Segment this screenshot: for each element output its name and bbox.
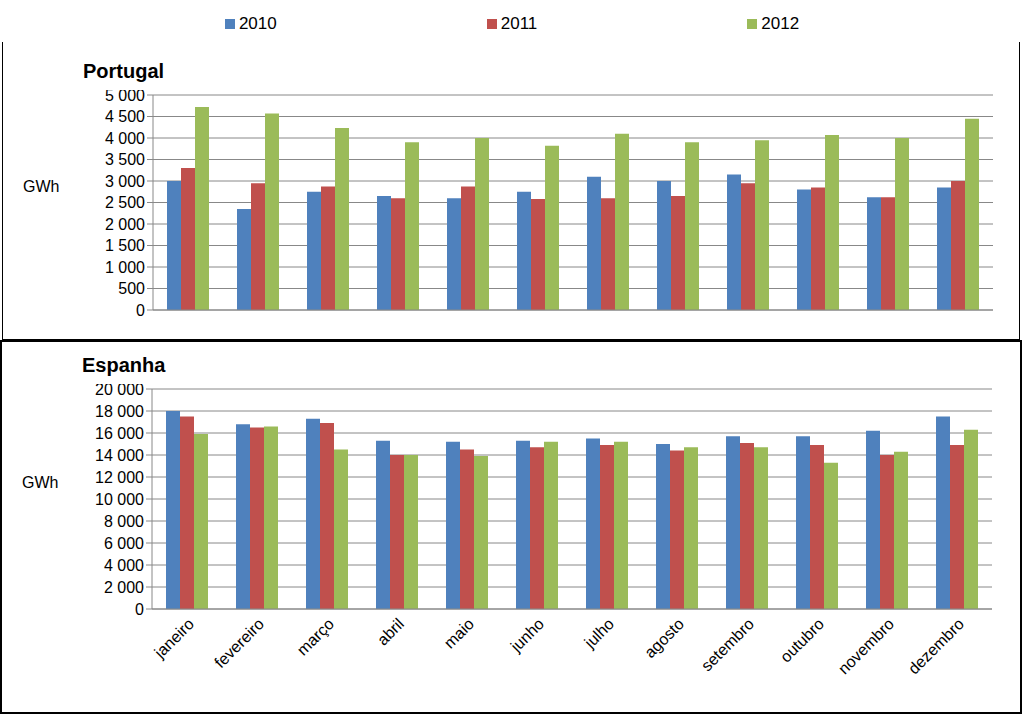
- svg-text:4 500: 4 500: [105, 108, 145, 125]
- svg-text:março: março: [294, 615, 338, 659]
- svg-text:1 000: 1 000: [105, 259, 145, 276]
- html-text:2012: 2012: [761, 14, 800, 33]
- svg-text:0: 0: [135, 601, 144, 618]
- svg-text:8 000: 8 000: [104, 513, 144, 530]
- svg-text:16 000: 16 000: [95, 425, 144, 442]
- svg-text:3 500: 3 500: [105, 151, 145, 168]
- svg-text:julho: julho: [581, 615, 618, 652]
- svg-text:junho: junho: [507, 615, 547, 655]
- svg-text:2 000: 2 000: [105, 216, 145, 233]
- svg-text:20 000: 20 000: [95, 384, 144, 398]
- html-text:2010: 2010: [238, 14, 277, 33]
- svg-text:500: 500: [118, 280, 145, 297]
- svg-text:0: 0: [136, 302, 145, 319]
- svg-text:novembro: novembro: [835, 615, 897, 677]
- svg-text:12 000: 12 000: [95, 469, 144, 486]
- html-text:2011: 2011: [500, 14, 538, 33]
- svg-text:2 500: 2 500: [105, 194, 145, 211]
- svg-text:4 000: 4 000: [105, 130, 145, 147]
- svg-text:maio: maio: [441, 615, 478, 652]
- svg-text:abril: abril: [374, 615, 407, 648]
- svg-text:dezembro: dezembro: [905, 615, 967, 677]
- svg-text:3 000: 3 000: [105, 173, 145, 190]
- svg-text:janeiro: janeiro: [150, 615, 197, 662]
- svg-text:outubro: outubro: [777, 615, 827, 665]
- html-text:GWh: GWh: [23, 177, 60, 195]
- svg-text:5 000: 5 000: [105, 90, 145, 104]
- html-text:GWh: GWh: [22, 474, 59, 491]
- html-text:Portugal: Portugal: [83, 60, 165, 82]
- html-text:Espanha: Espanha: [82, 354, 166, 376]
- svg-text:6 000: 6 000: [104, 535, 144, 552]
- svg-text:10 000: 10 000: [95, 491, 144, 508]
- svg-text:1 500: 1 500: [105, 237, 145, 254]
- svg-text:4 000: 4 000: [104, 557, 144, 574]
- svg-text:14 000: 14 000: [95, 447, 144, 464]
- svg-text:setembro: setembro: [698, 615, 757, 674]
- svg-text:fevereiro: fevereiro: [211, 615, 267, 671]
- svg-text:agosto: agosto: [641, 615, 687, 661]
- svg-text:18 000: 18 000: [95, 403, 144, 420]
- svg-text:2 000: 2 000: [104, 579, 144, 596]
